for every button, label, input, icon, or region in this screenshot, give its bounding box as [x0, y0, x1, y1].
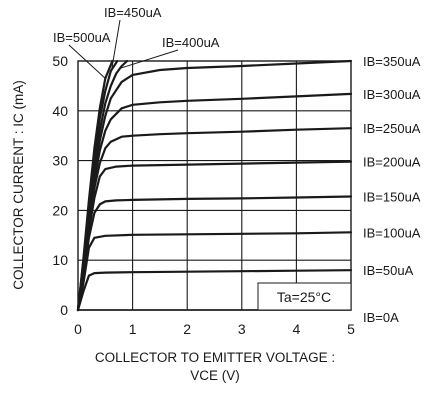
y-tick-label-1: 10 [52, 252, 68, 268]
y-tick-label-2: 20 [52, 202, 68, 218]
curve-label-3: IB=150uA [363, 189, 421, 204]
ambient-temperature-box: Ta=25°C [257, 282, 352, 311]
curve-label-leader-10 [68, 44, 106, 79]
x-tick-label-4: 4 [293, 321, 301, 337]
curve-label-6: IB=300uA [363, 87, 421, 102]
annotation-box [257, 282, 352, 311]
annotation-text: Ta=25°C [277, 289, 331, 305]
x-tick-label-1: 1 [129, 321, 137, 337]
x-axis-title-line2: VCE (V) [190, 368, 240, 383]
y-axis-title: COLLECTOR CURRENT : IC (mA) [11, 80, 26, 290]
x-tick-label-5: 5 [347, 321, 355, 337]
y-tick-label-0: 0 [60, 302, 68, 318]
curve-label-4: IB=200uA [363, 155, 421, 170]
x-axis-title: COLLECTOR TO EMITTER VOLTAGE : [95, 350, 335, 365]
curve-label-8: IB=400uA [162, 35, 220, 50]
curve-labels: IB=0A IB=50uA IB=100uA IB=150uA IB=200uA IB=2… [53, 5, 421, 325]
y-tick-label-4: 40 [52, 103, 68, 119]
plot-frame [77, 60, 352, 311]
curve-label-leader-9 [111, 19, 121, 69]
x-tick-label-0: 0 [74, 321, 82, 337]
curve-label-7: IB=350uA [363, 54, 421, 69]
y-tick-label-5: 50 [52, 53, 68, 69]
y-tick-label-3: 30 [52, 153, 68, 169]
curve-label-2: IB=100uA [363, 225, 421, 240]
x-tick-label-2: 2 [183, 321, 191, 337]
curve-label-0: IB=0A [363, 310, 399, 325]
curve-label-9: IB=450uA [104, 5, 162, 20]
curve-label-10: IB=500uA [53, 30, 111, 45]
curve-label-leader-8 [119, 49, 179, 69]
x-tick-label-3: 3 [238, 321, 246, 337]
x-ticks: 0 1 2 3 4 5 [74, 321, 355, 337]
curve-label-5: IB=250uA [363, 121, 421, 136]
y-ticks: 0 10 20 30 40 50 [52, 53, 68, 318]
grid [78, 61, 351, 310]
curve-label-1: IB=50uA [363, 263, 414, 278]
curve-1 [76, 269, 353, 312]
